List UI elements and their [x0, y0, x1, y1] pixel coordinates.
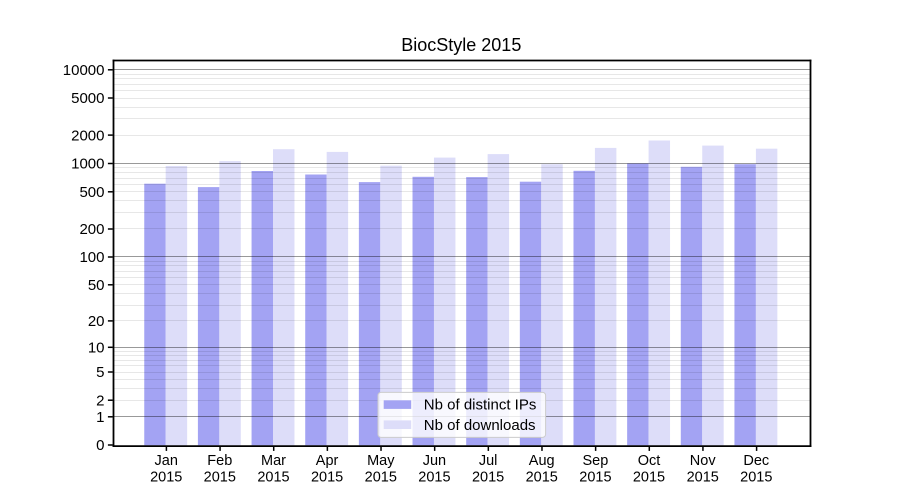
svg-text:Jul: Jul: [479, 453, 498, 469]
svg-text:Apr: Apr: [316, 453, 339, 469]
svg-text:5: 5: [96, 364, 104, 381]
svg-text:Nb of downloads: Nb of downloads: [424, 417, 536, 434]
svg-text:2000: 2000: [71, 127, 104, 144]
svg-text:5000: 5000: [71, 90, 104, 107]
svg-text:Sep: Sep: [582, 453, 608, 469]
svg-text:Aug: Aug: [529, 453, 555, 469]
svg-text:Mar: Mar: [261, 453, 286, 469]
svg-text:1: 1: [96, 409, 104, 426]
svg-text:BiocStyle 2015: BiocStyle 2015: [401, 35, 521, 55]
svg-text:Dec: Dec: [743, 453, 769, 469]
svg-text:2015: 2015: [204, 470, 236, 486]
svg-text:May: May: [367, 453, 395, 469]
svg-text:Jan: Jan: [155, 453, 178, 469]
svg-text:0: 0: [96, 437, 104, 454]
svg-text:2015: 2015: [740, 470, 772, 486]
svg-text:2015: 2015: [472, 470, 504, 486]
svg-text:2015: 2015: [150, 470, 182, 486]
svg-text:10: 10: [88, 340, 105, 357]
svg-text:2015: 2015: [257, 470, 289, 486]
svg-text:2015: 2015: [526, 470, 558, 486]
svg-text:10000: 10000: [63, 62, 105, 79]
svg-text:500: 500: [79, 184, 104, 201]
svg-text:20: 20: [88, 313, 105, 330]
svg-text:100: 100: [79, 249, 104, 266]
svg-text:2: 2: [96, 392, 104, 409]
svg-text:2015: 2015: [633, 470, 665, 486]
svg-text:2015: 2015: [365, 470, 397, 486]
svg-text:Nov: Nov: [690, 453, 717, 469]
svg-text:50: 50: [88, 277, 105, 294]
svg-text:2015: 2015: [311, 470, 343, 486]
svg-text:Jun: Jun: [423, 453, 446, 469]
svg-text:Feb: Feb: [207, 453, 232, 469]
svg-text:Oct: Oct: [638, 453, 661, 469]
svg-text:2015: 2015: [418, 470, 450, 486]
svg-text:2015: 2015: [579, 470, 611, 486]
svg-text:200: 200: [79, 221, 104, 238]
svg-text:Nb of distinct IPs: Nb of distinct IPs: [424, 396, 537, 413]
svg-text:2015: 2015: [687, 470, 719, 486]
svg-text:1000: 1000: [71, 156, 104, 173]
